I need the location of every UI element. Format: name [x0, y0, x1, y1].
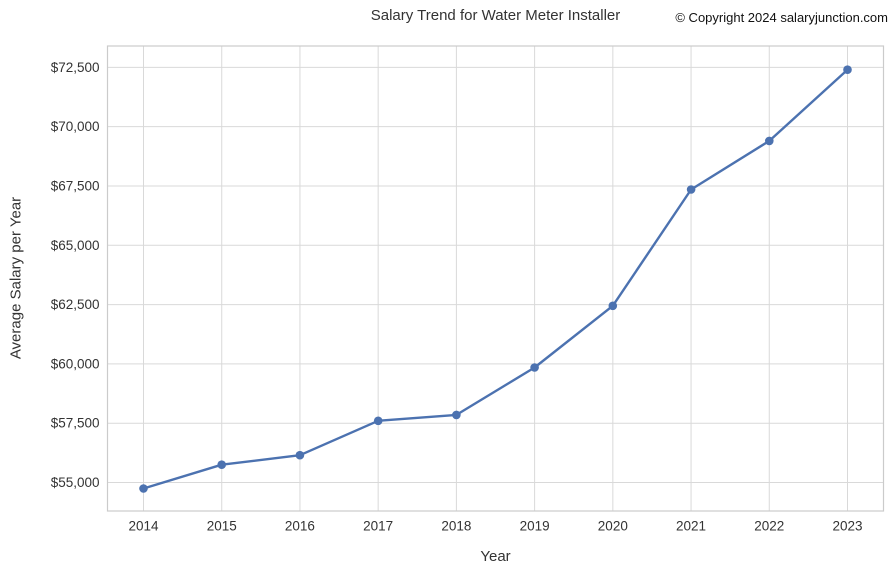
x-tick-label: 2023 [832, 519, 862, 534]
data-point [765, 136, 774, 146]
data-point [608, 301, 618, 311]
trend-line [142, 68, 849, 490]
x-tick-label: 2014 [128, 519, 159, 534]
data-point [217, 460, 226, 470]
y-tick-label: $72,500 [51, 60, 100, 75]
x-tick-label: 2017 [363, 519, 393, 534]
x-tick-label: 2018 [441, 519, 471, 534]
y-tick-label: $67,500 [51, 178, 100, 193]
x-tick-label: 2021 [676, 519, 706, 534]
x-tick-label: 2016 [285, 519, 315, 534]
y-tick-label: $55,000 [51, 475, 100, 490]
data-point [295, 450, 305, 460]
x-tick-label: 2019 [520, 519, 550, 534]
y-tick-label: $60,000 [51, 356, 100, 371]
data-point [843, 65, 852, 74]
data-point [686, 185, 696, 194]
data-point [452, 410, 461, 420]
data-point [373, 416, 383, 426]
x-tick-label: 2022 [754, 519, 784, 534]
plot-border [106, 45, 885, 512]
x-tick-label: 2015 [207, 519, 237, 534]
x-axis-title: Year [480, 548, 511, 565]
y-tick-label: $65,000 [51, 238, 100, 253]
x-tick-label: 2020 [598, 519, 628, 534]
y-tick-label: $57,500 [51, 416, 100, 431]
data-point [530, 363, 539, 372]
chart-title: Salary Trend for Water Meter Installer [370, 7, 621, 24]
y-tick-label: $62,500 [51, 297, 100, 312]
copyright-notice: © Copyright 2024 salaryjunction.com [675, 10, 888, 25]
data-point [139, 484, 148, 493]
y-tick-label: $70,000 [51, 119, 100, 134]
